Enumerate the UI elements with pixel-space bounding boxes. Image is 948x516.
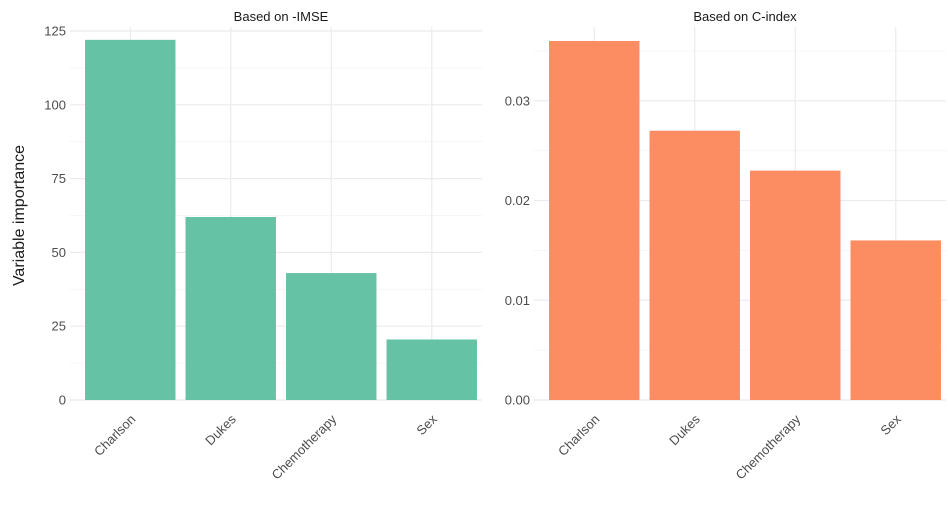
panel-1-bar-sex	[386, 339, 477, 400]
panel-2: 0.00 0.01 0.02 0.03 Charlson Dukes Chemotherap…	[505, 9, 946, 482]
panel-2-bar-chemotherapy	[750, 170, 841, 400]
panel-1-title: Based on -IMSE	[234, 9, 329, 24]
panel-2-bar-charlson	[549, 40, 640, 401]
panel-1-x-tick-label: Dukes	[202, 411, 239, 448]
panel-2-x-tick-label: Chemotherapy	[732, 411, 803, 482]
panel-2-bar-dukes	[649, 130, 740, 400]
panel-2-y-tick-label: 0.00	[505, 393, 530, 408]
panel-2-x-tick-label: Dukes	[666, 411, 703, 448]
panel-1-y-tick-label: 50	[52, 245, 66, 260]
panel-1: 0 25 50 75 100 125 Charlson Dukes Chemotherapy Se…	[11, 9, 482, 482]
panel-1-bar-chemotherapy	[286, 273, 377, 400]
panel-1-bar-dukes	[185, 216, 276, 400]
panel-1-y-tick-label: 100	[44, 97, 66, 112]
panel-2-y-tick-label: 0.02	[505, 193, 530, 208]
panel-1-y-axis-label: Variable importance	[11, 145, 28, 286]
panel-1-bar-charlson	[85, 39, 176, 401]
panel-2-title: Based on C-index	[693, 9, 797, 24]
panel-1-y-tick-label: 0	[59, 393, 66, 408]
panel-2-y-tick-label: 0.03	[505, 93, 530, 108]
panel-1-x-tick-label: Sex	[413, 411, 440, 438]
panel-2-x-tick-label: Charlson	[555, 412, 602, 459]
panel-1-y-tick-label: 25	[52, 319, 66, 334]
panel-1-x-tick-label: Charlson	[91, 412, 138, 459]
panel-2-x-tick-label: Sex	[877, 411, 904, 438]
panel-2-bar-sex	[850, 240, 941, 400]
panel-1-y-tick-label: 75	[52, 171, 66, 186]
panel-1-x-tick-label: Chemotherapy	[268, 411, 339, 482]
panel-1-y-tick-label: 125	[44, 24, 66, 39]
panel-2-y-tick-label: 0.01	[505, 293, 530, 308]
